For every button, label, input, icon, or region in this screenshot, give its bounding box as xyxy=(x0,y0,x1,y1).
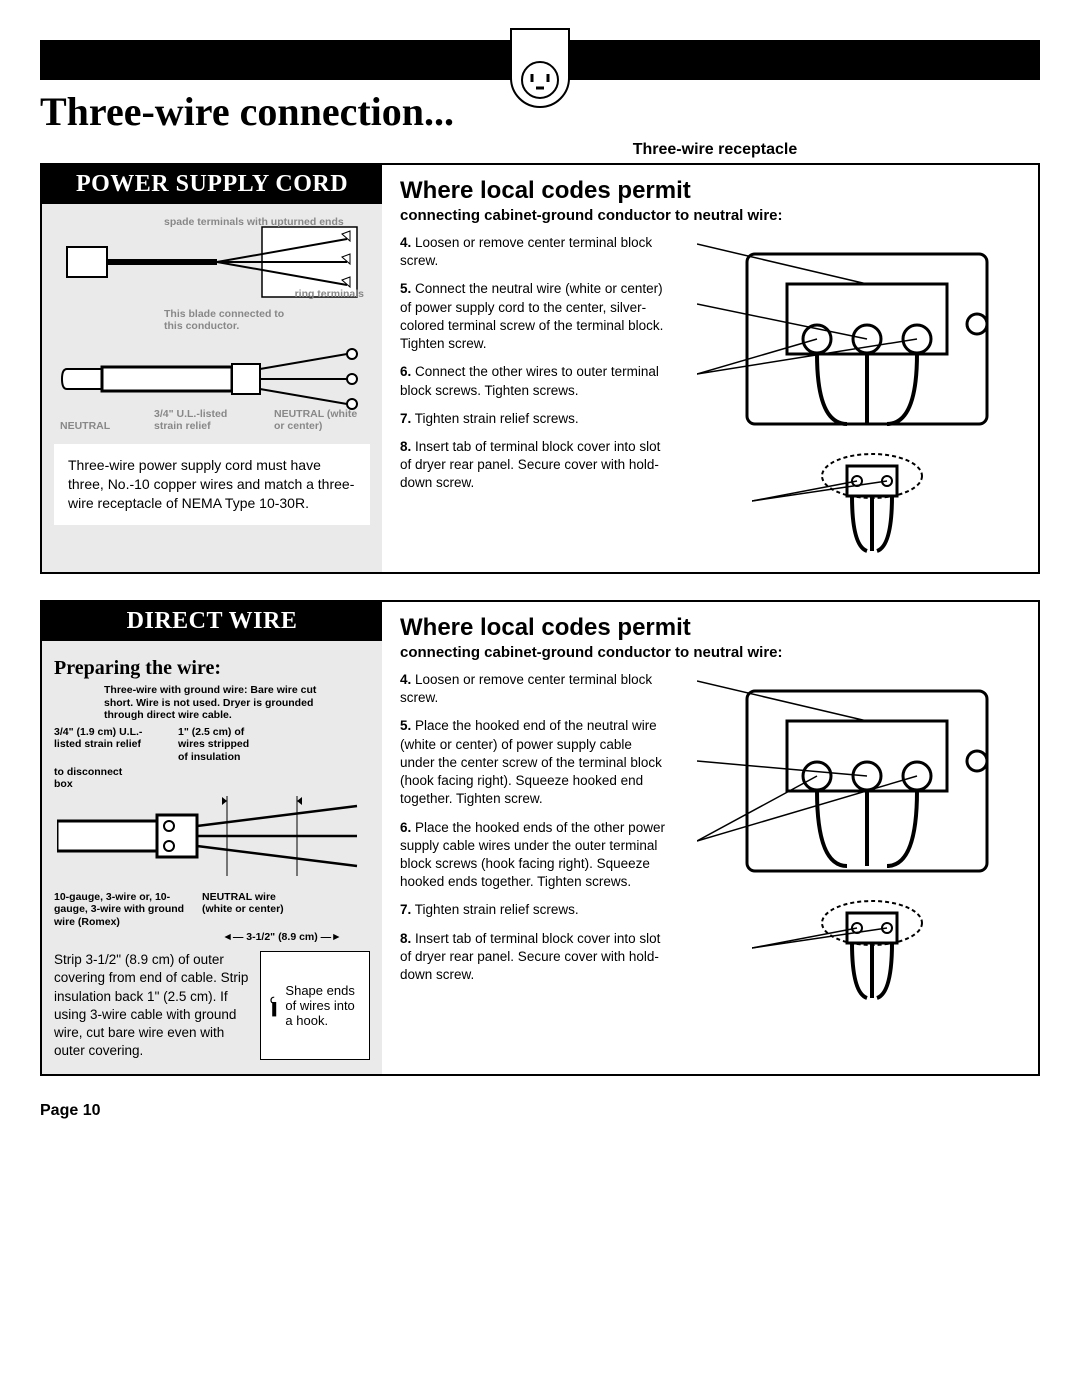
right-subtitle: connecting cabinet-ground conductor to n… xyxy=(400,207,1022,224)
step-6: 6. Connect the other wires to outer term… xyxy=(400,363,670,399)
strain-relief-diagram-2 xyxy=(752,893,952,1003)
steps-text: 4. Loosen or remove center terminal bloc… xyxy=(400,234,670,556)
section-header-2: DIRECT WIRE xyxy=(42,602,382,641)
step-4-text: Loosen or remove center terminal block s… xyxy=(400,235,652,268)
wire-prep-diagram xyxy=(54,791,370,881)
step-6-text: Connect the other wires to outer termina… xyxy=(400,364,659,397)
gauge-label: 10-gauge, 3-wire or, 10-gauge, 3-wire wi… xyxy=(54,891,194,929)
power-supply-cord-section: POWER SUPPLY CORD xyxy=(40,163,1040,574)
section-header: POWER SUPPLY CORD xyxy=(42,165,382,204)
cord-diagram: spade terminals with upturned ends ring … xyxy=(54,214,370,434)
step-7-text: Tighten strain relief screws. xyxy=(415,411,579,426)
cord-note-box: Three-wire power supply cord must have t… xyxy=(54,444,370,525)
disconnect-label: to disconnect box xyxy=(54,766,134,791)
right-title-2: Where local codes permit xyxy=(400,614,1022,642)
step-8-text: Insert tab of terminal block cover into … xyxy=(400,439,660,490)
step-5-text: Connect the neutral wire (white or cente… xyxy=(400,281,663,351)
terminal-block-diagram-2 xyxy=(697,671,1007,881)
stripped-label: 1" (2.5 cm) of wires stripped of insulat… xyxy=(178,726,258,764)
neutral-left-label: NEUTRAL xyxy=(60,420,110,432)
left-column: POWER SUPPLY CORD xyxy=(42,165,382,572)
hook-icon xyxy=(269,976,279,1036)
step2-8: 8. Insert tab of terminal block cover in… xyxy=(400,930,670,985)
ground-wire-label: Three-wire with ground wire: Bare wire c… xyxy=(104,684,324,722)
right-column-2: Where local codes permit connecting cabi… xyxy=(382,602,1038,1074)
step2-7: 7. Tighten strain relief screws. xyxy=(400,901,670,919)
length-label: ◄— 3-1/2" (8.9 cm) —► xyxy=(194,931,370,944)
step2-4-text: Loosen or remove center terminal block s… xyxy=(400,672,652,705)
step2-6-text: Place the hooked ends of the other power… xyxy=(400,820,665,890)
cord-note-text: Three-wire power supply cord must have t… xyxy=(68,457,354,511)
receptacle-label: Three-wire receptacle xyxy=(390,141,1040,159)
right-subtitle-2: connecting cabinet-ground conductor to n… xyxy=(400,644,1022,661)
strain-relief-diagram xyxy=(752,446,952,556)
steps-text-2: 4. Loosen or remove center terminal bloc… xyxy=(400,671,670,1003)
terminal-block-diagram xyxy=(697,234,1007,434)
step2-5-text: Place the hooked end of the neutral wire… xyxy=(400,718,662,806)
page-number: Page 10 xyxy=(40,1102,1040,1120)
steps-row-2: 4. Loosen or remove center terminal bloc… xyxy=(400,671,1022,1003)
right-diagrams xyxy=(682,234,1022,556)
right-column: Where local codes permit connecting cabi… xyxy=(382,165,1038,572)
left-body: spade terminals with upturned ends ring … xyxy=(42,204,382,572)
step-4: 4. Loosen or remove center terminal bloc… xyxy=(400,234,670,270)
right-title: Where local codes permit xyxy=(400,177,1022,205)
strip-row: Strip 3-1/2" (8.9 cm) of outer covering … xyxy=(54,951,370,1060)
spade-label: spade terminals with upturned ends xyxy=(164,216,344,228)
step-5: 5. Connect the neutral wire (white or ce… xyxy=(400,280,670,353)
blade-label: This blade connected to this conductor. xyxy=(164,308,304,332)
wire-prep-svg xyxy=(57,791,367,881)
hook-text: Shape ends of wires into a hook. xyxy=(285,983,361,1028)
step2-8-text: Insert tab of terminal block cover into … xyxy=(400,931,660,982)
top-black-bar xyxy=(40,40,1040,80)
right-diagrams-2 xyxy=(682,671,1022,1003)
step2-5: 5. Place the hooked end of the neutral w… xyxy=(400,717,670,808)
step2-7-text: Tighten strain relief screws. xyxy=(415,902,579,917)
strip-instructions: Strip 3-1/2" (8.9 cm) of outer covering … xyxy=(54,951,250,1060)
neutral-wire-label: NEUTRAL wire (white or center) xyxy=(202,891,302,929)
strain-label: 3/4" U.L.-listed strain relief xyxy=(154,408,244,432)
preparing-title: Preparing the wire: xyxy=(54,657,370,680)
hook-box: Shape ends of wires into a hook. xyxy=(260,951,370,1060)
steps-row: 4. Loosen or remove center terminal bloc… xyxy=(400,234,1022,556)
strain-label-2: 3/4" (1.9 cm) U.L.-listed strain relief xyxy=(54,726,164,764)
step-7: 7. Tighten strain relief screws. xyxy=(400,410,670,428)
receptacle-icon xyxy=(520,60,560,100)
step2-4: 4. Loosen or remove center terminal bloc… xyxy=(400,671,670,707)
direct-wire-section: DIRECT WIRE Preparing the wire: Three-wi… xyxy=(40,600,1040,1076)
neutral-right-label: NEUTRAL (white or center) xyxy=(274,408,364,432)
length-text: 3-1/2" (8.9 cm) xyxy=(246,931,318,943)
ring-label: ring terminals xyxy=(295,288,364,300)
step-8: 8. Insert tab of terminal block cover in… xyxy=(400,438,670,493)
step2-6: 6. Place the hooked ends of the other po… xyxy=(400,819,670,892)
plug-icon xyxy=(510,28,570,108)
left-column-2: DIRECT WIRE Preparing the wire: Three-wi… xyxy=(42,602,382,1074)
left-body-2: Preparing the wire: Three-wire with grou… xyxy=(42,641,382,1074)
